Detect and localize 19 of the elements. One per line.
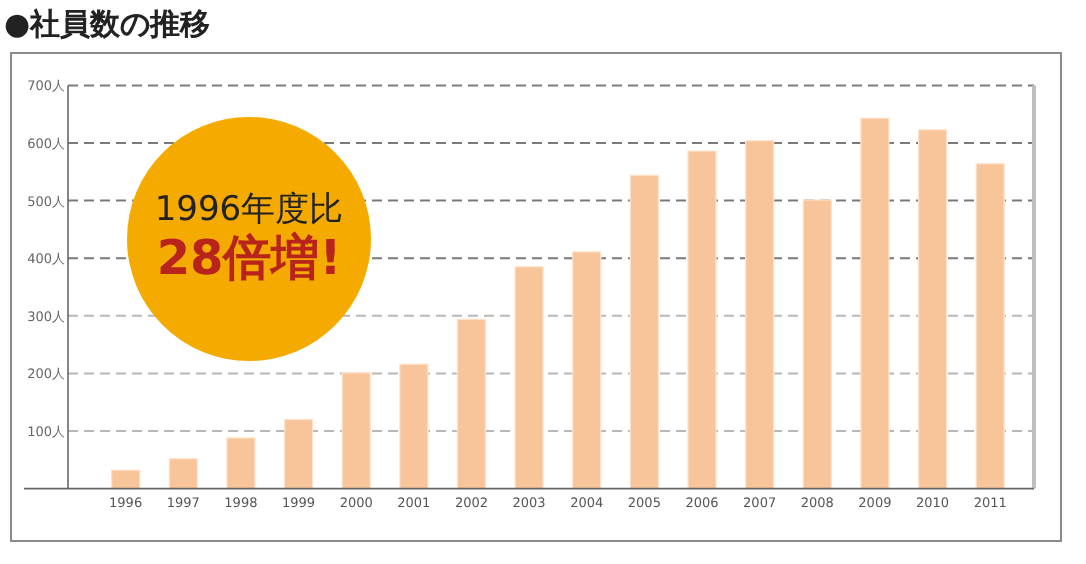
bar — [111, 469, 141, 490]
bar — [168, 458, 198, 490]
bar — [975, 163, 1005, 490]
bar — [399, 363, 429, 490]
bar — [514, 266, 544, 490]
bar — [283, 418, 314, 490]
annotation: 28倍増! — [156, 230, 342, 286]
bar — [860, 117, 890, 490]
bar — [687, 150, 717, 490]
annotation: 1996年度比 — [154, 190, 344, 230]
bar — [745, 140, 775, 490]
bar — [226, 437, 256, 490]
bar — [572, 251, 602, 490]
bar — [456, 318, 487, 490]
chart-title: ●社員数の推移 — [4, 6, 211, 42]
bar — [917, 129, 948, 490]
bar — [629, 174, 659, 490]
bar — [802, 199, 832, 490]
bar — [341, 372, 371, 490]
